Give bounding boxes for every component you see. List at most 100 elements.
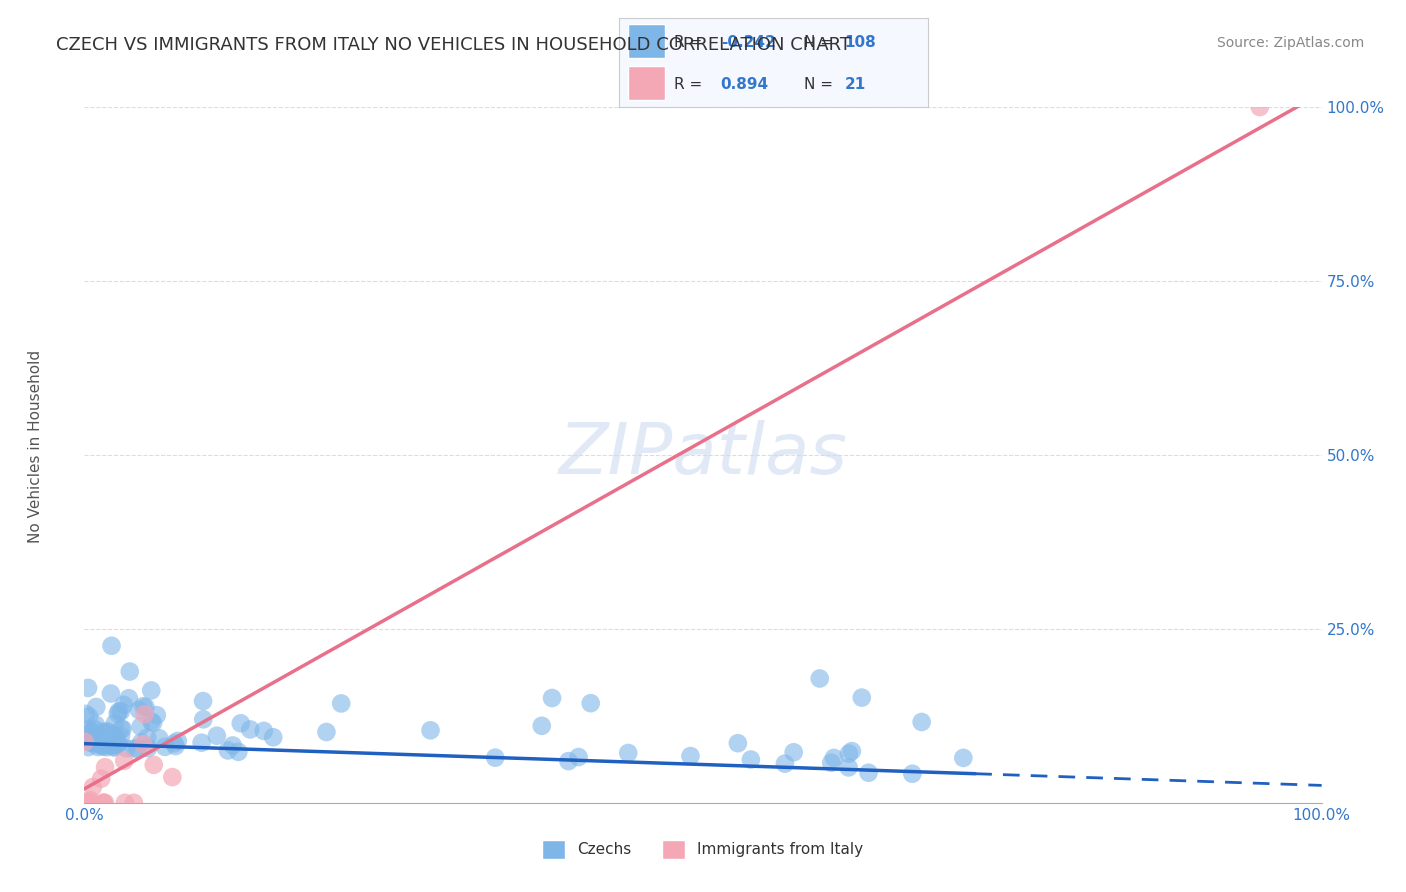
Text: N =: N = [804,36,838,50]
Point [104,716,127,731]
Point [96,740,118,755]
Point [222,739,245,753]
Legend: Czechs, Immigrants from Italy: Czechs, Immigrants from Italy [536,834,870,864]
Point [97,736,120,750]
Point [79,796,101,810]
Point [229,716,252,731]
Point [162,770,184,784]
Point [190,736,212,750]
Point [783,745,806,759]
Point [679,749,702,764]
Point [773,756,796,771]
Point [557,754,579,768]
Point [142,715,165,730]
Point [96,724,118,739]
Point [79,793,101,807]
Point [75,706,97,721]
Text: R =: R = [675,78,707,92]
Point [89,738,111,752]
Point [76,723,98,737]
Point [838,760,860,774]
Point [851,690,873,705]
Point [83,722,105,736]
Point [142,757,165,772]
Point [823,751,845,765]
Point [91,796,114,810]
Point [118,665,141,679]
Point [484,750,506,764]
Point [134,707,156,722]
Point [330,697,353,711]
Point [94,796,117,810]
Point [132,737,155,751]
Point [105,738,128,752]
Point [105,730,128,744]
Point [111,722,134,736]
Point [75,796,97,810]
Point [808,672,831,686]
Point [617,746,640,760]
Text: N =: N = [804,78,838,92]
Point [740,753,762,767]
Point [79,796,101,810]
Point [80,736,103,750]
Point [122,741,145,756]
Text: 108: 108 [845,36,876,50]
Point [114,796,136,810]
Point [146,708,169,723]
Point [129,735,152,749]
Point [110,704,132,718]
Point [82,780,104,794]
Point [104,737,127,751]
Point [93,796,115,810]
Point [217,743,239,757]
Point [148,731,170,746]
Point [727,736,749,750]
Point [77,709,100,723]
Point [112,698,135,712]
Point [73,735,96,749]
Point [567,750,589,764]
Point [80,736,103,750]
Point [100,738,122,752]
Point [101,728,124,742]
Point [103,740,125,755]
Text: ZIPatlas: ZIPatlas [558,420,848,490]
Point [541,691,564,706]
Point [838,747,860,761]
Point [104,733,127,747]
Point [86,737,108,751]
Point [136,731,159,745]
Point [77,681,100,695]
Point [165,739,187,753]
Point [205,729,228,743]
Point [841,744,863,758]
Point [122,796,145,810]
Point [1249,100,1271,114]
Point [77,796,100,810]
Point [228,745,250,759]
Point [100,639,122,653]
Point [107,705,129,719]
Point [127,741,149,756]
Point [253,723,276,738]
Point [86,739,108,754]
Text: CZECH VS IMMIGRANTS FROM ITALY NO VEHICLES IN HOUSEHOLD CORRELATION CHART: CZECH VS IMMIGRANTS FROM ITALY NO VEHICL… [56,36,851,54]
Text: R =: R = [675,36,707,50]
Point [132,699,155,714]
Point [90,737,112,751]
Point [94,731,117,746]
Point [107,736,129,750]
Point [901,766,924,780]
Point [91,736,114,750]
Text: -0.242: -0.242 [721,36,776,50]
Point [419,723,441,738]
Text: Source: ZipAtlas.com: Source: ZipAtlas.com [1216,36,1364,50]
Point [91,738,114,752]
Point [110,722,132,736]
Point [101,735,124,749]
Point [118,691,141,706]
Bar [628,24,665,58]
Point [105,738,128,752]
Point [141,683,163,698]
